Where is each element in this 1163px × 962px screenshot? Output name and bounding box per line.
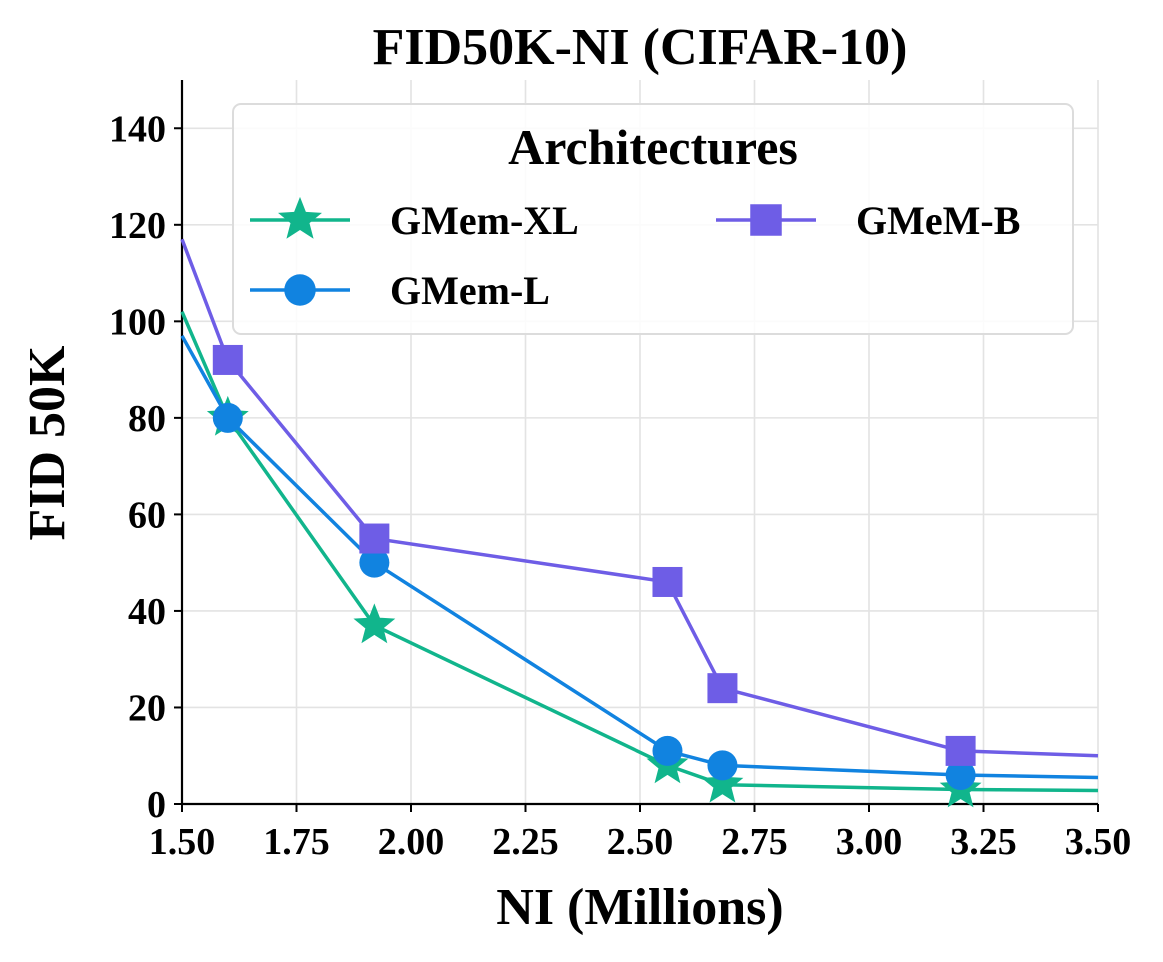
- data-point-gmem-b: [707, 673, 738, 704]
- data-point-gmem-b: [359, 523, 390, 554]
- x-tick-label: 2.75: [721, 821, 788, 863]
- x-tick-label: 2.25: [492, 821, 559, 863]
- data-point-gmem-l: [652, 735, 683, 766]
- data-point-gmem-b: [212, 344, 243, 375]
- series-group: [180, 238, 1099, 808]
- legend-item-gmem-xl: GMem-XL: [250, 196, 579, 243]
- legend-marker-gmem-l: [284, 274, 316, 306]
- data-point-gmem-xl: [353, 603, 396, 644]
- legend-label-gmem-b: GMeM-B: [856, 198, 1020, 243]
- x-tick-label: 3.00: [836, 821, 903, 863]
- axes: 1.50 1.75 2.00 2.25 2.50 2.75 3.00 3.25 3.50 0 20 4…: [109, 80, 1131, 863]
- legend-label-gmem-l: GMem-L: [390, 268, 550, 313]
- y-tick-label: 140: [109, 108, 166, 150]
- legend-label-gmem-xl: GMem-XL: [390, 198, 579, 243]
- x-tick-label: 3.25: [950, 821, 1017, 863]
- x-tick-label: 3.50: [1065, 821, 1132, 863]
- data-point-gmem-l: [359, 547, 390, 578]
- y-tick-label: 40: [128, 591, 166, 633]
- y-tick-label: 100: [109, 301, 166, 343]
- y-tick-label: 0: [147, 784, 166, 826]
- y-tick-label: 20: [128, 687, 166, 729]
- y-axis-title: FID 50K: [19, 345, 76, 541]
- legend-item-gmem-b: GMeM-B: [716, 198, 1020, 243]
- legend-item-gmem-l: GMem-L: [250, 268, 550, 313]
- data-point-gmem-xl: [701, 762, 744, 803]
- y-tick-label: 60: [128, 494, 166, 536]
- y-tick-label: 120: [109, 205, 166, 247]
- chart-title: FID50K-NI (CIFAR-10): [373, 19, 908, 76]
- y-tick-label: 80: [128, 398, 166, 440]
- data-point-gmem-l: [945, 760, 976, 791]
- series-gmem-b: [180, 238, 1099, 766]
- data-point-gmem-l: [212, 402, 243, 433]
- x-tick-label: 1.75: [263, 821, 330, 863]
- x-tick-label: 1.50: [149, 821, 216, 863]
- data-point-gmem-l: [707, 750, 738, 781]
- legend-marker-gmem-b: [750, 204, 782, 236]
- legend-frame: [232, 103, 1074, 335]
- series-gmem-l: [180, 334, 1099, 791]
- legend-title: Architectures: [508, 119, 798, 175]
- data-point-gmem-b: [652, 566, 683, 597]
- x-tick-label: 2.50: [607, 821, 674, 863]
- legend: Architectures GMem-XL GMem-L GMeM-B: [232, 103, 1074, 335]
- data-point-gmem-b: [945, 735, 976, 766]
- x-tick-label: 2.00: [378, 821, 445, 863]
- legend-marker-gmem-xl: [278, 196, 322, 239]
- x-axis-title: NI (Millions): [496, 879, 783, 936]
